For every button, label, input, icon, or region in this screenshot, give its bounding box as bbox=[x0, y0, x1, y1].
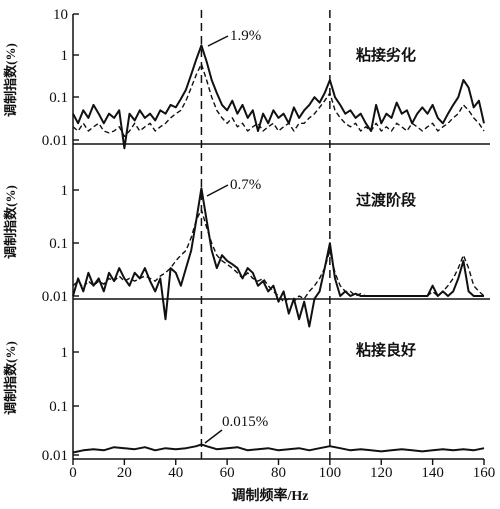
stage-label-panel-3: 粘接良好 bbox=[356, 341, 416, 359]
annotation-leader-panel-2 bbox=[207, 185, 228, 196]
y-tick-label-panel-3-0: 1 bbox=[61, 345, 69, 361]
annotation-label-panel-3: 0.015% bbox=[222, 414, 268, 430]
series-line-panel-1-dashed bbox=[73, 64, 484, 136]
series-layer bbox=[73, 45, 484, 452]
series-line-panel-1-solid bbox=[73, 45, 484, 148]
y-tick-label-panel-3-1: 0.1 bbox=[49, 399, 68, 415]
x-tick-label-80: 80 bbox=[271, 465, 286, 481]
y-tick-label-panel-1-0: 10 bbox=[53, 7, 68, 23]
y-tick-label-panel-1-2: 0.1 bbox=[49, 90, 68, 106]
annotation-leader-panel-1 bbox=[208, 36, 228, 46]
y-tick-label-panel-1-3: 0.01 bbox=[42, 133, 68, 149]
y-tick-label-panel-3-2: 0.01 bbox=[42, 448, 68, 464]
stage-label-panel-2: 过渡阶段 bbox=[356, 191, 416, 209]
x-tick-label-100: 100 bbox=[319, 465, 342, 481]
x-tick-label-40: 40 bbox=[168, 465, 183, 481]
x-tick-label-60: 60 bbox=[220, 465, 235, 481]
x-tick-label-0: 0 bbox=[69, 465, 77, 481]
series-line-panel-3-solid bbox=[73, 444, 484, 452]
x-tick-label-20: 20 bbox=[117, 465, 132, 481]
y-tick-label-panel-2-1: 0.1 bbox=[49, 236, 68, 252]
y-axis-title-panel-2: 调制指数(%) bbox=[3, 185, 18, 259]
x-tick-label-120: 120 bbox=[370, 465, 393, 481]
annotation-label-panel-1: 1.9% bbox=[230, 28, 261, 44]
y-axis-title-panel-3: 调制指数(%) bbox=[3, 341, 18, 415]
y-tick-label-panel-2-0: 1 bbox=[61, 183, 69, 199]
reference-lines bbox=[201, 10, 329, 459]
y-tick-label-panel-1-1: 1 bbox=[61, 48, 69, 64]
x-tick-label-140: 140 bbox=[421, 465, 444, 481]
x-tick-label-160: 160 bbox=[473, 465, 496, 481]
stage-label-panel-1: 粘接劣化 bbox=[356, 46, 416, 64]
y-tick-label-panel-2-2: 0.01 bbox=[42, 289, 68, 305]
series-line-panel-2-solid bbox=[73, 188, 484, 326]
annotation-leader-panel-3 bbox=[205, 430, 222, 443]
series-line-panel-2-dashed bbox=[73, 210, 484, 302]
annotation-layer: 1.9% 0.7% 0.015% bbox=[205, 28, 268, 443]
y-axis-title-panel-1: 调制指数(%) bbox=[3, 43, 18, 117]
x-axis-title: 调制频率/Hz bbox=[232, 487, 309, 504]
annotation-label-panel-2: 0.7% bbox=[230, 177, 261, 193]
